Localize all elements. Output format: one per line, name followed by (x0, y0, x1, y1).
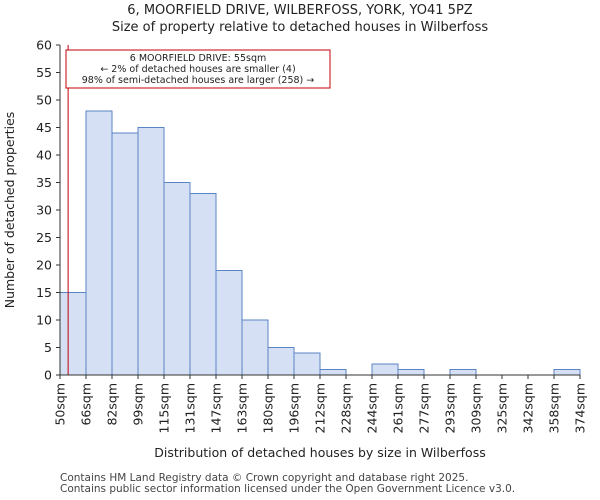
annotation-border (65, 49, 331, 89)
histogram-bar (189, 193, 217, 376)
histogram-bar (163, 182, 191, 376)
histogram-bar (553, 369, 581, 376)
y-tick-label: 60 (36, 38, 52, 53)
bars-group (59, 110, 581, 376)
x-tick-label: 358sqm (547, 383, 562, 433)
y-tick-label: 35 (36, 175, 52, 190)
chart-subtitle: Size of property relative to detached ho… (111, 20, 489, 35)
footer-line-2: Contains public sector information licen… (60, 483, 516, 495)
x-tick-label: 180sqm (261, 383, 276, 433)
x-tick-label: 228sqm (339, 383, 354, 433)
histogram-bar (241, 319, 269, 376)
chart-title: 6, MOORFIELD DRIVE, WILBERFOSS, YORK, YO… (127, 3, 473, 18)
x-tick-label: 277sqm (417, 383, 432, 433)
y-tick-label: 55 (36, 65, 52, 80)
y-tick-label: 5 (44, 340, 52, 355)
x-tick-label: 163sqm (235, 383, 250, 433)
x-tick-label: 212sqm (313, 383, 328, 433)
x-tick-label: 99sqm (131, 383, 146, 426)
histogram-bar (137, 127, 165, 376)
x-tick-label: 244sqm (365, 383, 380, 433)
x-tick-label: 50sqm (53, 383, 68, 426)
y-axis-label: Number of detached properties (2, 112, 17, 309)
annotation-line-2: ← 2% of detached houses are smaller (4) (100, 64, 295, 75)
y-tick-label: 45 (36, 120, 52, 135)
x-tick-label: 293sqm (443, 383, 458, 433)
annotation-box: 6 MOORFIELD DRIVE: 55sqm ← 2% of detache… (65, 49, 331, 89)
histogram-chart: 0 5 10 15 20 25 30 35 40 45 50 55 60 50sqm 66sqm 82sqm 9… (2, 38, 588, 461)
x-tick-label: 66sqm (79, 383, 94, 426)
x-tick-label: 261sqm (391, 383, 406, 433)
histogram-bar (449, 369, 477, 376)
axes-group: 0 5 10 15 20 25 30 35 40 45 50 55 60 50sqm 66sqm 82sqm 9… (36, 38, 587, 434)
histogram-bar (111, 132, 139, 376)
histogram-bar (267, 347, 295, 376)
histogram-bar (319, 369, 347, 376)
x-tick-label: 147sqm (209, 383, 224, 433)
x-tick-label: 82sqm (105, 383, 120, 426)
histogram-bar (215, 270, 243, 376)
footer-line-1: Contains HM Land Registry data © Crown c… (60, 472, 469, 484)
y-tick-label: 20 (36, 258, 52, 273)
histogram-bar (371, 363, 399, 376)
y-tick-label: 10 (36, 313, 52, 328)
x-tick-label: 342sqm (521, 383, 536, 433)
annotation-line-3: 98% of semi-detached houses are larger (… (82, 75, 315, 86)
x-tick-label: 115sqm (157, 383, 172, 433)
x-tick-label: 196sqm (287, 383, 302, 433)
y-tick-label: 50 (36, 93, 52, 108)
x-tick-label: 325sqm (495, 383, 510, 433)
y-tick-label: 0 (44, 368, 52, 383)
x-tick-label: 374sqm (573, 383, 588, 433)
y-tick-label: 15 (36, 285, 52, 300)
annotation-line-1: 6 MOORFIELD DRIVE: 55sqm (130, 53, 266, 64)
y-tick-label: 40 (36, 148, 52, 163)
x-tick-label: 309sqm (469, 383, 484, 433)
histogram-bar (59, 292, 87, 376)
histogram-bar (397, 369, 425, 376)
x-tick-label: 131sqm (183, 383, 198, 433)
histogram-bar (85, 110, 113, 376)
histogram-bar (293, 352, 321, 376)
y-tick-label: 25 (36, 230, 52, 245)
y-tick-label: 30 (36, 203, 52, 218)
x-axis-label: Distribution of detached houses by size … (154, 445, 485, 460)
